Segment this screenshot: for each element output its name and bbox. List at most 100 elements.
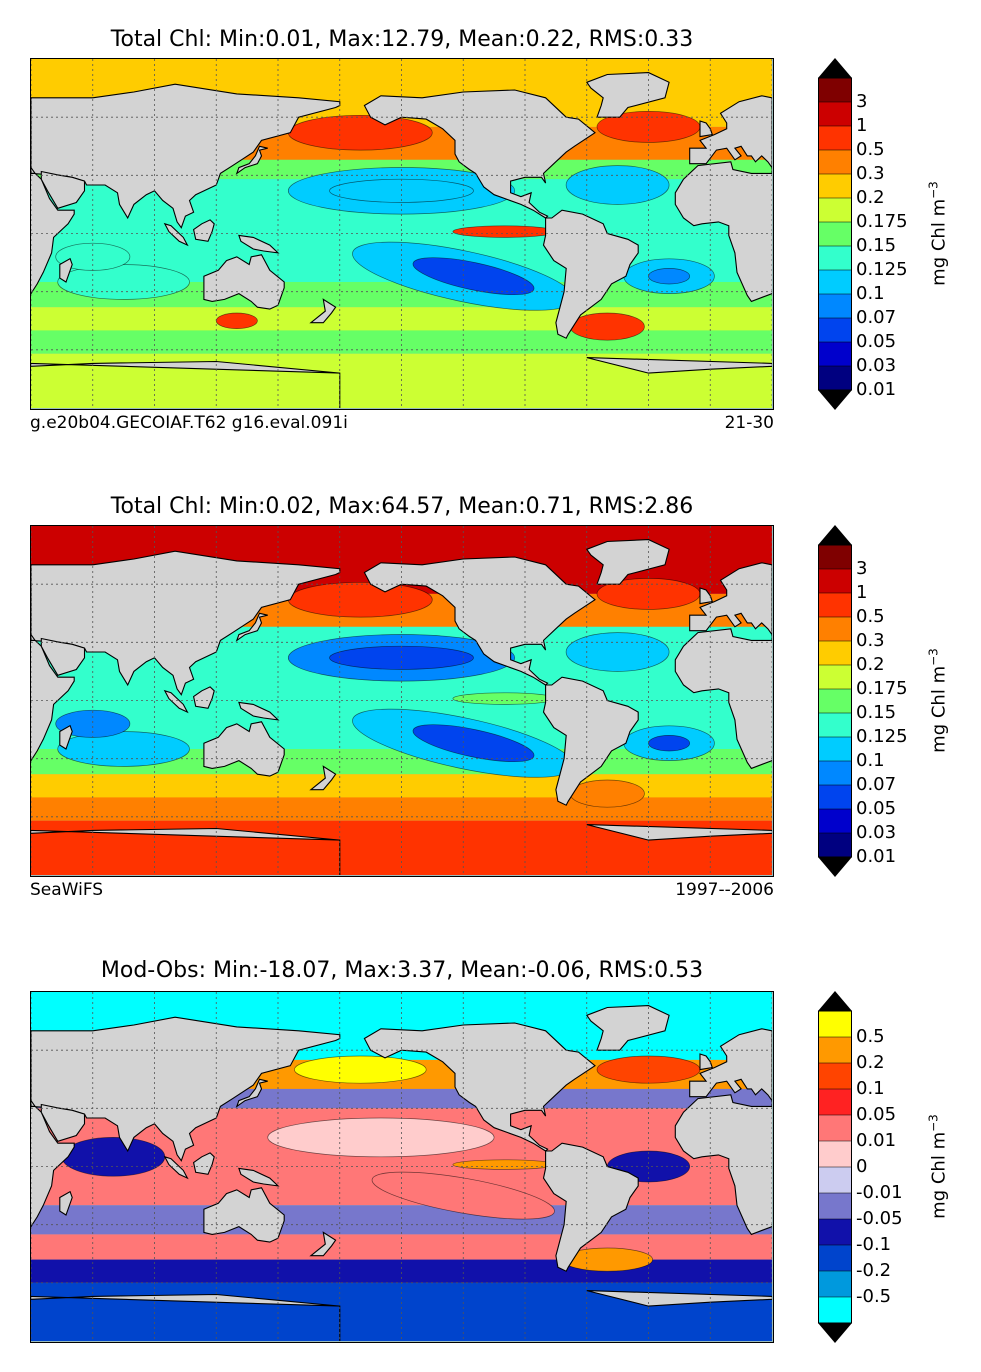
colorbar-tick-label: 0.01	[856, 1130, 897, 1151]
colorbar-frame	[818, 1010, 852, 1324]
colorbar	[818, 525, 852, 877]
unit-text: mg Chl m	[928, 665, 950, 753]
colorbar-tick-label: 0.2	[856, 187, 885, 208]
land-antarctica	[31, 1293, 341, 1341]
land-northAmerica	[363, 1022, 596, 1152]
chl-region	[565, 165, 670, 205]
unit-exponent: −3	[926, 648, 941, 666]
colorbar-tick-label: 0.5	[856, 606, 885, 627]
colorbar-tick-label: -0.2	[856, 1260, 892, 1281]
colorbar-tick-label: 0	[856, 1156, 868, 1177]
colorbar-band	[818, 102, 852, 127]
colorbar-band	[818, 246, 852, 271]
land-britain	[699, 587, 714, 605]
colorbar-tick-label: -0.01	[856, 1182, 903, 1203]
colorbar-tick-label: 0.15	[856, 235, 897, 256]
colorbar-tick-label: 0.05	[856, 798, 897, 819]
chl-region	[412, 257, 535, 296]
colorbar-tick-label: 3	[856, 558, 868, 579]
chl-region	[267, 1117, 495, 1158]
colorbar-ticks: 3 1 0.5 0.3 0.2 0.175 0.15 0.125 0.1 0.07 0.05 0.03…	[856, 58, 926, 410]
colorbar-tick-label: 0.05	[856, 1104, 897, 1125]
colorbar-extend-bottom	[818, 390, 852, 410]
colorbar-extend-bottom	[818, 1323, 852, 1343]
colorbar-band	[818, 1167, 852, 1194]
colorbar-tick-label: 0.01	[856, 846, 897, 867]
colorbar-band	[818, 1141, 852, 1168]
land-sumatra	[163, 222, 189, 247]
colorbar-tick-label: 0.1	[856, 750, 885, 771]
colorbar-extend-top	[818, 991, 852, 1011]
chl-region	[287, 581, 433, 618]
land-africa	[674, 161, 772, 303]
world-map-svg	[31, 526, 772, 875]
footer-right: 21-30	[724, 413, 774, 433]
land-antarctica	[586, 1290, 772, 1307]
land-eurasiaEast	[31, 83, 341, 229]
unit-text: mg Chl m	[928, 198, 950, 286]
colorbar-unit-label: mg Chl m−3	[927, 641, 950, 761]
colorbar-band	[818, 641, 852, 666]
colorbar-band	[818, 174, 852, 199]
panel-title: Total Chl: Min:0.02, Max:64.57, Mean:0.7…	[110, 494, 694, 519]
world-map-svg	[31, 59, 772, 408]
land-southAmerica	[542, 676, 639, 806]
land-greenland	[585, 1005, 670, 1051]
colorbar-extend-top	[818, 525, 852, 545]
panel-model: Total Chl: Min:0.01, Max:12.79, Mean:0.2…	[0, 0, 981, 450]
land-northAmerica	[363, 89, 596, 219]
colorbar-band	[818, 1011, 852, 1038]
land-antarctica	[31, 360, 341, 408]
land-arabia	[40, 637, 86, 676]
colorbar-band	[818, 713, 852, 738]
colorbar-band	[818, 270, 852, 295]
colorbar-tick-label: 0.125	[856, 259, 908, 280]
land-australia	[203, 254, 285, 310]
chl-region	[57, 264, 190, 300]
land-northAmerica	[363, 556, 596, 686]
land-sumatra	[163, 1155, 189, 1180]
colorbar-tick-label: 1	[856, 115, 868, 136]
chl-region	[452, 1159, 557, 1170]
land-newZealand	[309, 298, 337, 324]
land-antarctica	[586, 824, 772, 841]
chl-region	[57, 731, 190, 767]
footer-left: SeaWiFS	[30, 880, 104, 900]
land-eurasiaEast	[31, 550, 341, 696]
colorbar-band	[818, 318, 852, 343]
land-antarctica	[31, 827, 341, 875]
colorbar-band	[818, 761, 852, 786]
colorbar-tick-label: 0.175	[856, 678, 908, 699]
colorbar-tick-label: 0.03	[856, 355, 897, 376]
colorbar-unit-label: mg Chl m−3	[927, 1107, 950, 1227]
chl-region	[294, 1055, 427, 1084]
unit-exponent: −3	[926, 181, 941, 199]
colorbar-band	[818, 545, 852, 570]
land-eurasiaEast	[31, 1016, 341, 1162]
panel-observed: Total Chl: Min:0.02, Max:64.57, Mean:0.7…	[0, 467, 981, 917]
chl-region	[412, 724, 535, 763]
colorbar-frame	[818, 544, 852, 858]
panel-title: Mod-Obs: Min:-18.07, Max:3.37, Mean:-0.0…	[100, 958, 704, 983]
footer-left: g.e20b04.GECOIAF.T62 g16.eval.091i	[30, 413, 348, 433]
colorbar-tick-label: 0.5	[856, 139, 885, 160]
land-britain	[699, 1053, 714, 1071]
map-model-chl	[30, 58, 774, 410]
chl-region	[569, 779, 645, 808]
chl-band	[31, 1205, 772, 1235]
colorbar-band	[818, 366, 852, 391]
colorbar-band	[818, 294, 852, 319]
colorbar-tick-label: 0.1	[856, 283, 885, 304]
colorbar-band	[818, 809, 852, 834]
land-newZealand	[309, 1231, 337, 1257]
colorbar	[818, 991, 852, 1343]
colorbar-band	[818, 222, 852, 247]
colorbar-band	[818, 1219, 852, 1246]
colorbar-band	[818, 617, 852, 642]
chl-region	[596, 1055, 701, 1084]
colorbar-tick-label: 0.125	[856, 726, 908, 747]
colorbar-band	[818, 198, 852, 223]
colorbar-tick-label: 0.03	[856, 822, 897, 843]
map-difference	[30, 991, 774, 1343]
chl-region	[452, 692, 557, 705]
